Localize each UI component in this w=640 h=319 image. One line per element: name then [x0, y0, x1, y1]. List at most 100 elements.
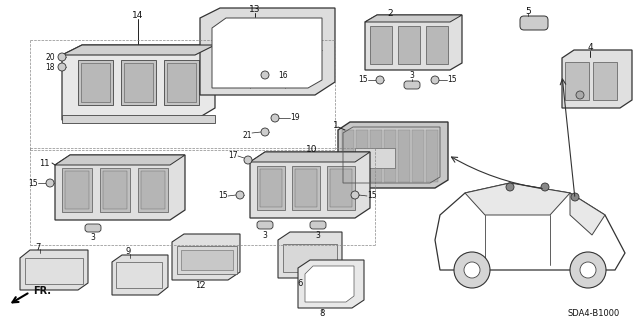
Circle shape: [576, 91, 584, 99]
Text: 10: 10: [307, 145, 317, 154]
Bar: [593, 62, 617, 100]
Polygon shape: [112, 255, 168, 295]
Bar: [295, 169, 317, 207]
Polygon shape: [212, 18, 322, 88]
Polygon shape: [250, 152, 370, 218]
Polygon shape: [465, 183, 570, 215]
Circle shape: [46, 179, 54, 187]
Circle shape: [244, 156, 252, 164]
Text: 1: 1: [333, 122, 339, 130]
Text: 8: 8: [319, 308, 324, 317]
Bar: [141, 171, 165, 209]
Bar: [292, 166, 320, 210]
Circle shape: [431, 76, 439, 84]
Circle shape: [464, 262, 480, 278]
Polygon shape: [365, 15, 462, 70]
Text: 9: 9: [125, 248, 131, 256]
Circle shape: [570, 252, 606, 288]
Bar: [327, 166, 355, 210]
Bar: [78, 60, 113, 105]
Polygon shape: [570, 193, 605, 235]
Text: 13: 13: [249, 5, 260, 14]
Polygon shape: [20, 250, 88, 290]
Circle shape: [58, 63, 66, 71]
Text: 3: 3: [91, 233, 95, 241]
Circle shape: [261, 128, 269, 136]
Polygon shape: [55, 155, 185, 220]
Text: 16: 16: [278, 71, 287, 80]
Bar: [342, 130, 354, 182]
Bar: [330, 169, 352, 207]
Circle shape: [571, 193, 579, 201]
Polygon shape: [338, 122, 448, 188]
Text: SDA4-B1000: SDA4-B1000: [568, 308, 620, 317]
Text: 19: 19: [290, 114, 300, 122]
Text: 17: 17: [228, 151, 238, 160]
Bar: [398, 26, 420, 64]
Bar: [164, 60, 199, 105]
Polygon shape: [172, 234, 240, 280]
Text: 15: 15: [447, 76, 456, 85]
Bar: [62, 168, 92, 212]
Bar: [412, 130, 424, 182]
Polygon shape: [62, 45, 215, 120]
Bar: [370, 26, 392, 64]
Text: 14: 14: [132, 11, 144, 20]
Bar: [103, 171, 127, 209]
Text: 15: 15: [367, 191, 376, 201]
Text: 4: 4: [587, 43, 593, 53]
Bar: [65, 171, 89, 209]
Bar: [62, 115, 215, 123]
Bar: [283, 244, 337, 272]
Bar: [426, 26, 448, 64]
Text: 11: 11: [40, 159, 50, 167]
Text: 2: 2: [387, 10, 393, 19]
FancyBboxPatch shape: [257, 221, 273, 229]
FancyBboxPatch shape: [520, 16, 548, 30]
Text: 3: 3: [410, 71, 415, 80]
Polygon shape: [298, 260, 364, 308]
Bar: [138, 168, 168, 212]
Bar: [260, 169, 282, 207]
Bar: [124, 63, 153, 102]
Text: FR.: FR.: [33, 286, 51, 296]
Circle shape: [58, 53, 66, 61]
Bar: [370, 130, 382, 182]
Bar: [398, 130, 410, 182]
Bar: [181, 250, 233, 270]
Circle shape: [454, 252, 490, 288]
Polygon shape: [250, 152, 370, 162]
Bar: [177, 246, 237, 274]
Circle shape: [271, 114, 279, 122]
Bar: [121, 60, 156, 105]
Polygon shape: [200, 8, 335, 95]
Circle shape: [261, 71, 269, 79]
Text: 18: 18: [45, 63, 55, 71]
Bar: [81, 63, 110, 102]
Bar: [426, 130, 438, 182]
Text: 5: 5: [525, 6, 531, 16]
Text: 3: 3: [316, 231, 321, 240]
Text: 20: 20: [45, 53, 55, 62]
Text: 21: 21: [243, 130, 252, 139]
Polygon shape: [62, 45, 215, 55]
Polygon shape: [278, 232, 342, 278]
Text: 15: 15: [28, 179, 38, 188]
Text: 7: 7: [35, 242, 41, 251]
Bar: [257, 166, 285, 210]
Polygon shape: [365, 15, 462, 22]
Bar: [116, 262, 162, 288]
Circle shape: [580, 262, 596, 278]
Bar: [100, 168, 130, 212]
FancyBboxPatch shape: [310, 221, 326, 229]
Circle shape: [541, 183, 549, 191]
FancyBboxPatch shape: [85, 224, 101, 232]
Polygon shape: [562, 50, 632, 108]
Circle shape: [506, 183, 514, 191]
Text: 15: 15: [218, 191, 228, 201]
Text: 15: 15: [358, 76, 368, 85]
Bar: [355, 148, 395, 168]
Circle shape: [351, 191, 359, 199]
Bar: [384, 130, 396, 182]
Bar: [565, 62, 589, 100]
